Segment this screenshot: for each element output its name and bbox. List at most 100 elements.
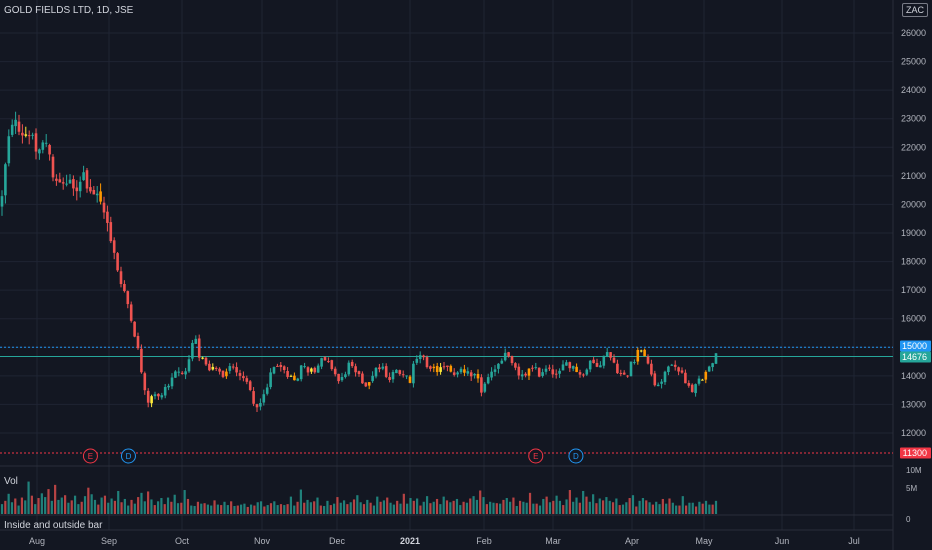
volume-bar: [445, 500, 449, 514]
volume-bar: [661, 498, 664, 514]
volume-bar: [117, 490, 120, 514]
volume-bar: [0, 504, 4, 514]
volume-bar: [342, 500, 346, 514]
volume-bar: [499, 503, 502, 514]
volume-bar: [452, 500, 455, 514]
currency-badge[interactable]: ZAC: [902, 3, 928, 17]
candle-body: [646, 356, 650, 364]
candle-body: [106, 211, 109, 223]
candle-body: [99, 191, 102, 202]
volume-axis: 10M 5M 0: [906, 466, 922, 524]
candle-body: [707, 366, 711, 372]
volume-bar: [479, 490, 482, 514]
candle-body: [449, 365, 453, 372]
volume-bar: [399, 503, 402, 514]
candle-body: [116, 253, 119, 271]
volume-bar: [253, 505, 256, 514]
volume-bar: [193, 506, 196, 514]
candle-body: [89, 187, 92, 192]
price-tick-label: 18000: [901, 257, 926, 267]
candle-body: [480, 377, 483, 393]
indicator-pane-label[interactable]: Inside and outside bar: [4, 520, 103, 531]
volume-bar: [578, 502, 581, 514]
volume-bar: [419, 505, 422, 514]
volume-bar: [110, 498, 113, 514]
candle-body: [527, 368, 531, 376]
candle-body: [446, 365, 449, 367]
candle-body: [612, 357, 616, 363]
volume-bar: [70, 500, 73, 514]
candle-body: [163, 386, 167, 396]
candle-body: [27, 135, 31, 137]
candle-body: [350, 361, 354, 367]
candle-body: [687, 383, 691, 386]
candle-body: [633, 362, 636, 364]
price-tick-label: 26000: [901, 28, 926, 38]
volume-bar: [435, 498, 439, 514]
volume-bar: [326, 500, 329, 514]
time-axis[interactable]: Aug Sep Oct Nov Dec 2021 Feb Mar Apr May Jun Jul: [29, 536, 860, 546]
candle-body: [242, 376, 245, 379]
dividend-marker: [120, 448, 136, 464]
candle-body: [320, 358, 323, 367]
volume-bar: [289, 496, 293, 514]
volume-bar: [80, 501, 83, 514]
volume-bar: [495, 503, 498, 514]
candle-body: [588, 360, 592, 370]
candle-body: [534, 367, 538, 369]
candle-body: [41, 142, 45, 150]
time-tick-label: May: [695, 536, 713, 546]
volume-bar: [379, 501, 382, 514]
candle-body: [4, 164, 7, 196]
volume-bar: [575, 497, 578, 514]
candle-body: [357, 371, 361, 375]
volume-bar: [469, 498, 472, 514]
candle-body: [323, 357, 327, 361]
price-tag-14676: [900, 351, 931, 363]
volume-bar: [552, 500, 555, 514]
volume-bar: [359, 502, 362, 514]
candle-body: [7, 136, 11, 164]
candle-body: [303, 366, 306, 368]
volume-pane-label[interactable]: Vol: [4, 476, 18, 487]
volume-bar: [532, 503, 535, 514]
volume-bar: [240, 504, 243, 514]
volume-bar: [675, 505, 678, 514]
volume-bar: [73, 495, 77, 514]
volume-bar: [502, 499, 505, 514]
volume-bar: [279, 504, 283, 514]
candle-body: [503, 352, 507, 361]
volume-bar: [562, 505, 565, 514]
volume-bar: [425, 496, 429, 514]
volume-bar: [555, 495, 558, 514]
volume-bar: [63, 495, 67, 514]
symbol-title[interactable]: GOLD FIELDS LTD, 1D, JSE: [4, 5, 134, 16]
candle-body: [231, 366, 235, 368]
volume-bar: [432, 501, 435, 514]
candle-body: [381, 366, 385, 369]
price-axis[interactable]: 12000 13000 14000 15000 16000 17000 18000 19000…: [901, 28, 926, 438]
candle-body: [235, 367, 238, 373]
volume-bar: [213, 500, 216, 514]
volume-bar: [542, 498, 545, 514]
price-tag-label: 14676: [902, 352, 927, 362]
volume-bar: [127, 505, 130, 514]
dividend-marker: [568, 448, 584, 464]
volume-bar: [691, 502, 694, 514]
volume-bar: [309, 502, 312, 514]
candlestick-series: [0, 111, 718, 412]
candle-body: [463, 369, 466, 373]
candle-body: [337, 373, 340, 382]
price-tick-label: 24000: [901, 85, 926, 95]
candle-body: [493, 369, 497, 372]
candle-body: [24, 134, 28, 136]
price-tick-label: 20000: [901, 199, 926, 209]
volume-bar: [293, 505, 296, 514]
candle-body: [548, 367, 551, 369]
volume-bar: [319, 505, 322, 514]
volume-bar: [698, 501, 701, 514]
volume-bar: [263, 506, 266, 514]
